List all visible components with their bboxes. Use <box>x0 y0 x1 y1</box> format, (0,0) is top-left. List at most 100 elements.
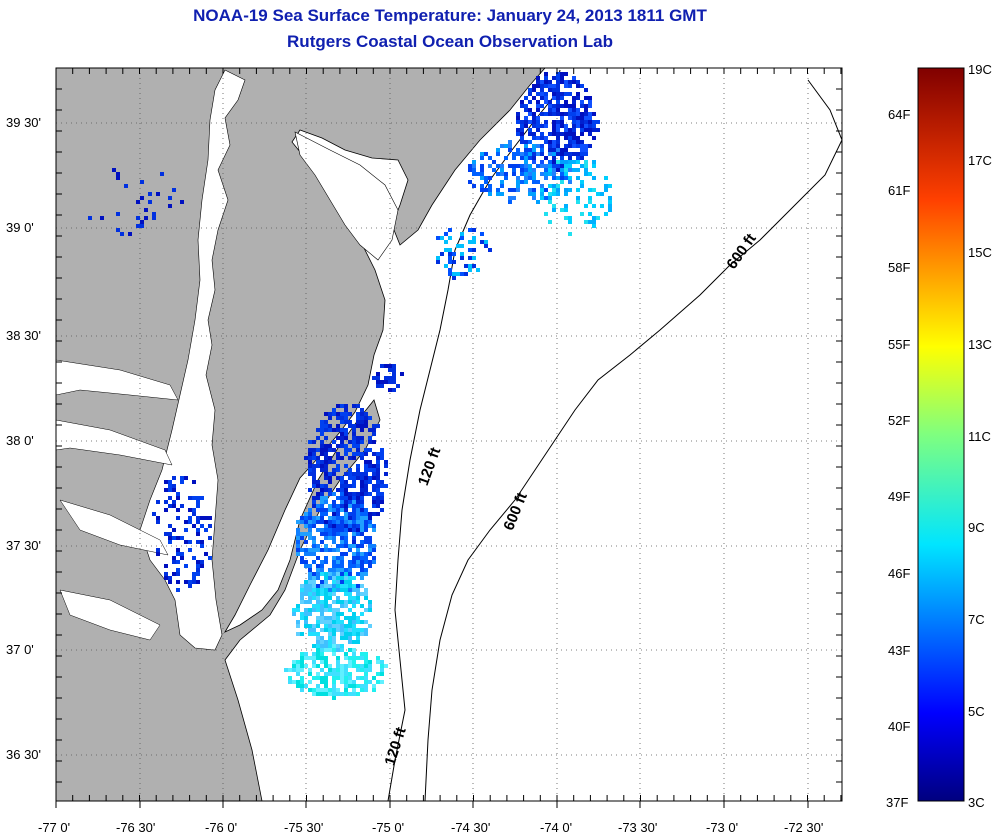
sst-pixel <box>508 200 512 204</box>
sst-pixel <box>176 516 180 520</box>
sst-pixel <box>376 492 380 496</box>
sst-pixel <box>356 512 360 516</box>
sst-pixel <box>328 592 332 596</box>
sst-pixel <box>336 600 340 604</box>
sst-pixel <box>576 144 580 148</box>
sst-pixel <box>168 204 172 208</box>
sst-pixel <box>356 524 360 528</box>
sst-pixel <box>140 224 144 228</box>
sst-pixel <box>548 168 552 172</box>
sst-pixel <box>332 644 336 648</box>
sst-pixel <box>300 660 304 664</box>
sst-pixel <box>344 664 348 668</box>
sst-pixel <box>164 572 168 576</box>
sst-pixel <box>572 128 576 132</box>
sst-pixel <box>344 520 348 524</box>
sst-pixel <box>364 628 368 632</box>
sst-pixel <box>340 444 344 448</box>
sst-pixel <box>348 412 352 416</box>
sst-pixel <box>332 608 336 612</box>
sst-pixel <box>340 528 344 532</box>
sst-pixel <box>512 164 516 168</box>
sst-pixel <box>320 688 324 692</box>
sst-pixel <box>192 480 196 484</box>
sst-pixel <box>328 516 332 520</box>
sst-pixel <box>320 452 324 456</box>
sst-pixel <box>568 160 572 164</box>
sst-pixel <box>544 188 548 192</box>
sst-pixel <box>540 160 544 164</box>
sst-pixel <box>356 584 360 588</box>
sst-pixel <box>356 496 360 500</box>
sst-pixel <box>560 160 564 164</box>
sst-pixel <box>448 248 452 252</box>
sst-pixel <box>184 564 188 568</box>
sst-pixel <box>336 476 340 480</box>
sst-pixel <box>304 592 308 596</box>
sst-pixel <box>356 448 360 452</box>
sst-pixel <box>504 176 508 180</box>
sst-pixel <box>340 692 344 696</box>
sst-pixel <box>568 220 572 224</box>
sst-pixel <box>564 176 568 180</box>
sst-pixel <box>532 160 536 164</box>
sst-pixel <box>200 524 204 528</box>
sst-pixel <box>580 152 584 156</box>
sst-pixel <box>344 452 348 456</box>
sst-pixel <box>300 532 304 536</box>
sst-pixel <box>528 88 532 92</box>
sst-pixel <box>348 528 352 532</box>
sst-pixel <box>500 144 504 148</box>
sst-pixel <box>372 472 376 476</box>
sst-pixel <box>348 640 352 644</box>
sst-pixel <box>168 504 172 508</box>
sst-pixel <box>348 576 352 580</box>
sst-pixel <box>588 104 592 108</box>
sst-pixel <box>344 680 348 684</box>
sst-pixel <box>344 672 348 676</box>
sst-pixel <box>540 132 544 136</box>
sst-pixel <box>376 384 380 388</box>
sst-pixel <box>380 492 384 496</box>
sst-pixel <box>468 168 472 172</box>
sst-pixel <box>316 480 320 484</box>
sst-pixel <box>320 548 324 552</box>
sst-pixel <box>360 544 364 548</box>
sst-pixel <box>380 660 384 664</box>
sst-pixel <box>324 460 328 464</box>
sst-pixel <box>560 104 564 108</box>
sst-pixel <box>600 204 604 208</box>
sst-pixel <box>324 644 328 648</box>
sst-pixel <box>608 200 612 204</box>
sst-pixel <box>340 496 344 500</box>
sst-pixel <box>312 628 316 632</box>
sst-pixel <box>308 464 312 468</box>
sst-pixel <box>352 684 356 688</box>
sst-pixel <box>364 416 368 420</box>
sst-pixel <box>344 684 348 688</box>
sst-pixel <box>368 564 372 568</box>
sst-pixel <box>384 472 388 476</box>
sst-pixel <box>352 596 356 600</box>
sst-pixel <box>368 624 372 628</box>
sst-pixel <box>372 556 376 560</box>
sst-pixel <box>284 668 288 672</box>
sst-pixel <box>496 192 500 196</box>
sst-pixel <box>324 424 328 428</box>
sst-pixel <box>564 104 568 108</box>
sst-pixel <box>568 116 572 120</box>
sst-pixel <box>332 468 336 472</box>
sst-pixel <box>368 480 372 484</box>
sst-pixel <box>320 612 324 616</box>
sst-pixel <box>376 656 380 660</box>
sst-pixel <box>308 568 312 572</box>
sst-pixel <box>544 84 548 88</box>
sst-pixel <box>344 444 348 448</box>
sst-pixel <box>296 536 300 540</box>
sst-pixel <box>348 608 352 612</box>
sst-pixel <box>372 432 376 436</box>
sst-pixel <box>372 676 376 680</box>
sst-pixel <box>332 680 336 684</box>
sst-pixel <box>368 492 372 496</box>
sst-pixel <box>368 516 372 520</box>
